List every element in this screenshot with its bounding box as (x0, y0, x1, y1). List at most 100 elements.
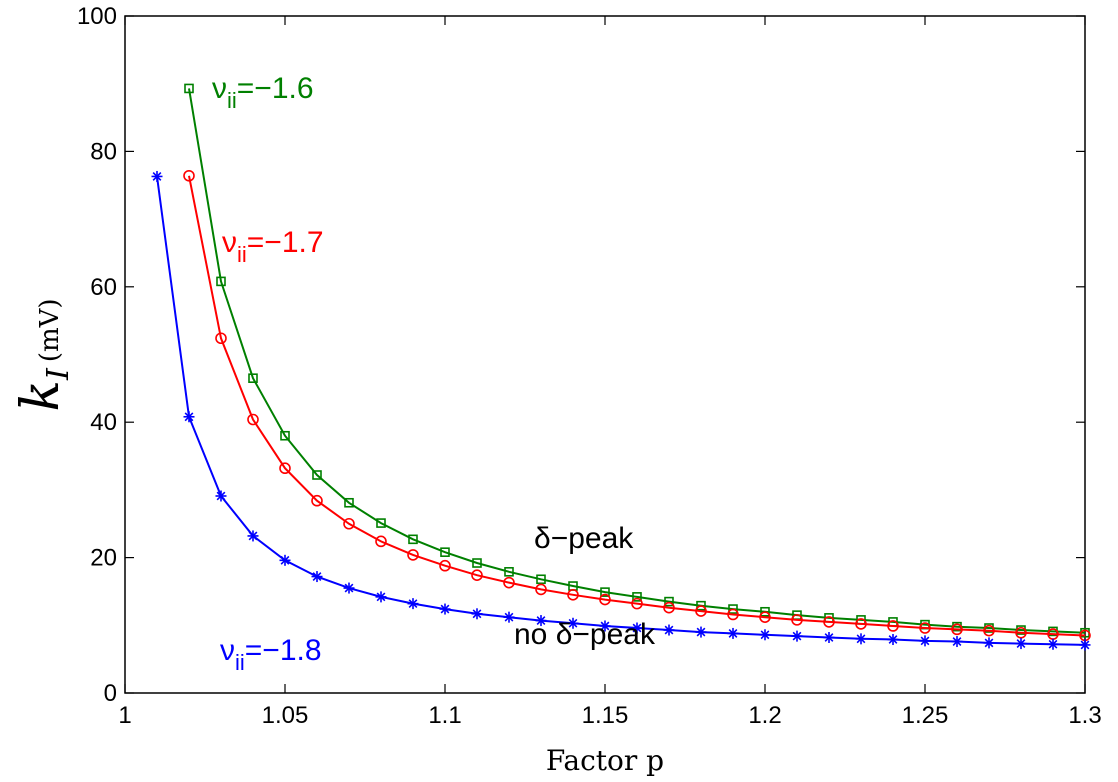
data-point (440, 547, 450, 557)
data-point (504, 567, 514, 577)
data-point (184, 83, 194, 94)
data-point (312, 470, 322, 480)
data-point (1047, 638, 1059, 650)
y-axis-symbol: k (11, 380, 71, 412)
data-point (247, 530, 259, 542)
y-axis-title: kI (mV) (11, 298, 76, 411)
data-point (279, 462, 291, 475)
series-square (184, 83, 1090, 638)
x-tick-label: 1.1 (428, 702, 461, 729)
y-tick-labels: 0 20 40 60 80 100 (77, 3, 117, 707)
data-point (375, 535, 387, 548)
data-point (1015, 638, 1027, 650)
x-tick-label: 1 (118, 702, 131, 729)
data-point (887, 634, 899, 646)
data-point (759, 629, 771, 641)
y-tick-label: 40 (90, 409, 117, 436)
data-point (280, 430, 290, 441)
data-point (1015, 626, 1027, 639)
y-tick-label: 0 (104, 680, 117, 707)
data-point (919, 635, 931, 647)
data-point (343, 582, 355, 594)
data-point (439, 559, 451, 572)
data-point (727, 608, 739, 621)
plot-frame (124, 15, 1086, 694)
data-point (343, 517, 355, 530)
data-point (216, 276, 226, 287)
svg-text:kI(mV): kI (mV) (11, 298, 76, 411)
y-axis-subscript: I (41, 367, 76, 381)
data-point (728, 604, 738, 614)
x-axis-title: Factor p (546, 744, 664, 777)
data-point (183, 411, 195, 423)
annotation-nu-1-7: νii=−1.7 (222, 226, 324, 267)
data-point (791, 630, 803, 642)
data-point (471, 608, 483, 620)
data-point (439, 603, 451, 615)
data-point (695, 626, 707, 638)
x-tick-label: 1.3 (1068, 702, 1101, 729)
annotation-no-delta-peak: no δ−peak (514, 618, 656, 651)
data-point (376, 518, 386, 528)
data-point (759, 611, 771, 623)
data-point (248, 373, 258, 383)
y-axis-unit: (mV) (35, 298, 65, 362)
x-tick-label: 1.25 (902, 702, 949, 729)
data-point (471, 569, 483, 582)
y-tick-label: 20 (90, 545, 117, 572)
data-point (407, 598, 419, 610)
x-tick-label: 1.2 (748, 702, 781, 729)
data-point (503, 611, 515, 623)
data-point (951, 636, 963, 648)
tick-marks (124, 15, 1086, 694)
series-line (188, 88, 1086, 634)
data-point (599, 593, 611, 606)
y-tick-label: 100 (77, 3, 117, 30)
data-point (311, 571, 323, 583)
data-point (375, 591, 387, 603)
data-point (631, 622, 643, 634)
data-point (855, 633, 867, 645)
data-point (727, 627, 739, 639)
data-point (247, 413, 259, 426)
data-point (183, 169, 195, 182)
data-point (215, 332, 227, 345)
data-point (472, 558, 482, 568)
series-line (188, 175, 1086, 637)
data-point (344, 497, 354, 508)
data-point (696, 600, 706, 611)
data-point (887, 620, 899, 632)
data-point (536, 574, 546, 585)
data-point (535, 615, 547, 627)
data-point (663, 624, 675, 636)
data-point (600, 587, 610, 597)
series-circle (183, 169, 1091, 642)
data-point (823, 616, 835, 628)
data-point (951, 623, 963, 636)
series-group (151, 83, 1091, 651)
data-point (535, 583, 547, 596)
data-point (567, 589, 579, 601)
y-tick-label: 80 (90, 138, 117, 165)
annotation-nu-1-6: νii=−1.6 (212, 72, 314, 113)
data-point (823, 631, 835, 643)
annotation-delta-peak: δ−peak (534, 522, 634, 555)
data-point (760, 606, 770, 617)
data-point (664, 596, 674, 607)
data-point (632, 592, 642, 602)
data-point (919, 622, 931, 634)
series-star (151, 170, 1091, 651)
data-point (663, 601, 675, 614)
data-point (791, 614, 803, 626)
data-point (407, 549, 419, 561)
data-point (855, 618, 867, 630)
data-point (567, 617, 579, 629)
x-tick-label: 1.15 (582, 702, 629, 729)
data-point (983, 637, 995, 649)
data-point (408, 534, 418, 545)
data-point (311, 494, 323, 507)
data-point (215, 490, 227, 502)
data-point (631, 597, 643, 610)
data-point (695, 605, 707, 617)
